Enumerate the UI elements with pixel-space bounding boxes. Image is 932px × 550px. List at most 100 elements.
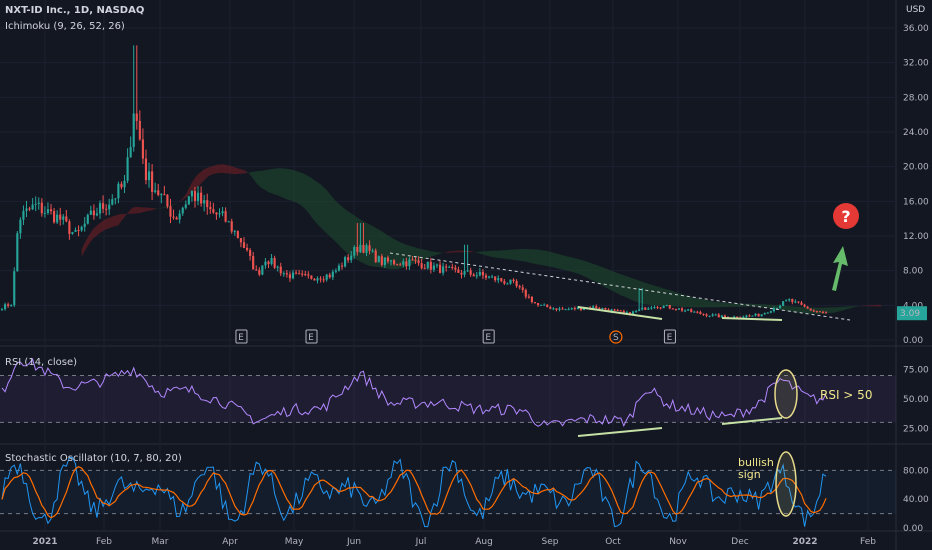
candle-body[interactable] <box>264 261 267 266</box>
candle-body[interactable] <box>806 306 809 309</box>
candle-body[interactable] <box>540 304 543 306</box>
candle-body[interactable] <box>705 314 708 316</box>
candle-body[interactable] <box>720 315 723 318</box>
candle-body[interactable] <box>399 264 402 266</box>
candle-body[interactable] <box>778 305 782 308</box>
candle-body[interactable] <box>757 313 760 317</box>
candle-body[interactable] <box>742 316 745 318</box>
candle-body[interactable] <box>123 180 126 188</box>
candle-body[interactable] <box>377 256 380 263</box>
candle-body[interactable] <box>77 230 80 232</box>
candle-body[interactable] <box>92 210 95 216</box>
candle-body[interactable] <box>674 309 677 311</box>
candle-body[interactable] <box>515 280 518 287</box>
candle-body[interactable] <box>788 299 791 301</box>
candle-body[interactable] <box>49 209 53 212</box>
indicator-legend[interactable]: Ichimoku (9, 26, 52, 26) <box>5 21 125 32</box>
candle-body[interactable] <box>500 278 503 282</box>
stoch-legend[interactable]: Stochastic Oscillator (10, 7, 80, 20) <box>5 453 182 464</box>
candle-body[interactable] <box>733 316 736 318</box>
candle-body[interactable] <box>43 212 46 214</box>
candle-body[interactable] <box>435 264 439 266</box>
candle-body[interactable] <box>386 257 390 262</box>
candle-body[interactable] <box>350 255 353 261</box>
candle-body[interactable] <box>445 266 448 268</box>
rsi-pane[interactable]: RSI (14, close) RSI > 50 <box>0 357 896 437</box>
candle-body[interactable] <box>224 211 227 222</box>
candle-body[interactable] <box>818 311 821 313</box>
candle-body[interactable] <box>671 308 674 310</box>
candle-body[interactable] <box>546 304 549 308</box>
earnings-marker[interactable] <box>663 329 676 344</box>
candle-body[interactable] <box>340 265 344 267</box>
candle-body[interactable] <box>359 244 362 253</box>
candle-body[interactable] <box>751 315 754 317</box>
candle-body[interactable] <box>294 272 298 274</box>
candle-body[interactable] <box>147 171 151 181</box>
candle-body[interactable] <box>653 307 656 309</box>
candle-body[interactable] <box>141 139 144 159</box>
candle-body[interactable] <box>135 113 138 121</box>
candle-body[interactable] <box>690 309 693 312</box>
candle-body[interactable] <box>193 191 197 201</box>
candle-body[interactable] <box>619 310 622 312</box>
candle-body[interactable] <box>451 266 454 268</box>
candle-body[interactable] <box>111 199 114 205</box>
candle-body[interactable] <box>677 308 681 310</box>
candle-body[interactable] <box>331 271 334 278</box>
candle-body[interactable] <box>80 226 83 231</box>
candle-body[interactable] <box>576 307 579 310</box>
candle-body[interactable] <box>604 307 607 310</box>
candle-body[interactable] <box>484 275 488 278</box>
candle-body[interactable] <box>684 310 687 312</box>
candle-body[interactable] <box>160 194 163 196</box>
candle-body[interactable] <box>102 203 105 209</box>
candle-body[interactable] <box>533 302 537 304</box>
candle-body[interactable] <box>353 246 356 256</box>
candle-body[interactable] <box>472 274 475 277</box>
candle-body[interactable] <box>68 221 71 234</box>
candle-body[interactable] <box>74 230 77 232</box>
candle-body[interactable] <box>40 202 43 214</box>
candle-body[interactable] <box>794 301 797 303</box>
candle-body[interactable] <box>708 315 711 317</box>
candle-body[interactable] <box>711 314 714 316</box>
candle-body[interactable] <box>567 309 570 311</box>
candle-body[interactable] <box>487 276 491 278</box>
candle-body[interactable] <box>717 314 720 318</box>
candle-body[interactable] <box>579 307 583 311</box>
candle-body[interactable] <box>552 308 555 310</box>
candle-body[interactable] <box>307 274 310 276</box>
candle-body[interactable] <box>815 310 818 312</box>
candle-body[interactable] <box>693 311 696 313</box>
stoch-d-line[interactable] <box>1 466 827 519</box>
candle-body[interactable] <box>337 265 341 271</box>
candle-body[interactable] <box>760 314 763 317</box>
candle-body[interactable] <box>117 183 120 199</box>
candle-body[interactable] <box>635 310 638 312</box>
stoch-k-line[interactable] <box>1 456 827 528</box>
candle-body[interactable] <box>212 209 215 213</box>
candle-body[interactable] <box>417 260 420 264</box>
candle-body[interactable] <box>601 307 604 309</box>
candle-body[interactable] <box>665 305 668 307</box>
candle-body[interactable] <box>53 211 56 223</box>
candle-body[interactable] <box>696 311 699 313</box>
candle-body[interactable] <box>555 308 558 310</box>
candle-body[interactable] <box>325 274 328 280</box>
candle-body[interactable] <box>460 272 463 275</box>
candle-body[interactable] <box>59 214 62 220</box>
earnings-marker[interactable] <box>305 329 318 344</box>
candle-body[interactable] <box>25 208 28 211</box>
candle-body[interactable] <box>791 299 794 302</box>
candle-body[interactable] <box>10 305 13 307</box>
candle-body[interactable] <box>218 213 221 215</box>
candle-body[interactable] <box>411 259 414 261</box>
candle-body[interactable] <box>157 190 160 195</box>
candle-body[interactable] <box>573 307 576 310</box>
candle-body[interactable] <box>230 221 233 232</box>
candle-body[interactable] <box>291 272 295 279</box>
candle-body[interactable] <box>227 221 230 223</box>
candle-body[interactable] <box>478 271 481 276</box>
candle-body[interactable] <box>622 311 625 313</box>
